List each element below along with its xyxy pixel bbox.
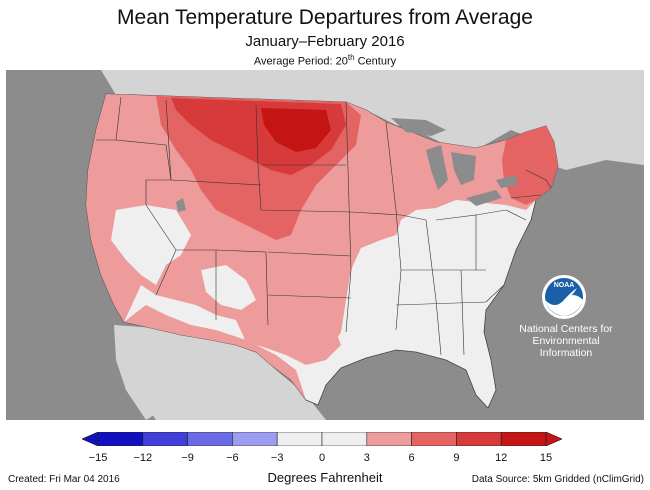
warm-anomaly-southwest [124,305,306,400]
legend-colorbar [82,432,562,446]
legend-colorbar-svg [82,432,562,446]
map-panel [6,70,644,420]
legend-tick-label: −12 [133,452,153,464]
ncei-caption-line: Information [539,347,593,359]
legend-tick-label: 15 [539,452,553,464]
temperature-map [85,70,644,420]
average-period-prefix: Average Period: 20 [253,55,348,68]
legend-swatch [187,432,233,446]
legend-swatch [411,432,457,446]
average-period: Average Period: 20th Century [0,53,650,68]
warm-anomaly-12-15 [261,108,331,152]
legend-tick-label: 3 [363,452,370,464]
ncei-caption-line: Environmental [532,335,600,347]
legend-swatch [97,432,144,446]
legend-swatch [142,432,188,446]
legend-swatch [500,432,547,446]
great-salt-lake [176,198,186,212]
data-source: Data Source: 5km Gridded (nClimGrid) [471,474,644,485]
near-normal-great-basin [111,205,191,285]
legend-units-label: Degrees Fahrenheit [267,470,383,485]
noaa-logo-icon: NOAA [542,275,586,319]
legend-tick-label: −15 [88,452,108,464]
average-period-suffix: Century [354,55,397,68]
legend-swatch [232,432,278,446]
legend-tick-label: 6 [408,452,415,464]
legend-tick-label: 9 [453,452,460,464]
legend-tick-label: −3 [270,452,284,464]
canada-land [101,70,644,170]
baja-land [114,325,154,420]
legend-swatch [366,432,412,446]
mexico-land [114,325,326,420]
average-period-sup: th [347,53,355,62]
legend-arrow-high [545,432,562,446]
ncei-caption-line: National Centers for [519,323,613,335]
legend-swatch [456,432,502,446]
legend-tick-label: −6 [226,452,239,464]
legend-tick-label: 12 [495,452,508,464]
noaa-logo-text: NOAA [554,282,575,289]
near-normal-southwest [201,265,256,310]
legend-swatch [321,432,368,446]
great-lakes [391,118,518,206]
warm-anomaly-texas [236,320,341,365]
map-title: Mean Temperature Departures from Average [117,6,533,29]
legend-arrow-low [82,432,99,446]
state-boundaries [96,96,552,356]
created-date: Created: Fri Mar 04 2016 [8,474,120,485]
legend-tick-label: −9 [181,452,194,464]
map-subtitle: January–February 2016 [245,33,405,50]
legend-tick-label: 0 [318,452,326,464]
ncei-caption: National Centers for Environmental Infor… [515,323,617,359]
legend-swatch [276,432,323,446]
